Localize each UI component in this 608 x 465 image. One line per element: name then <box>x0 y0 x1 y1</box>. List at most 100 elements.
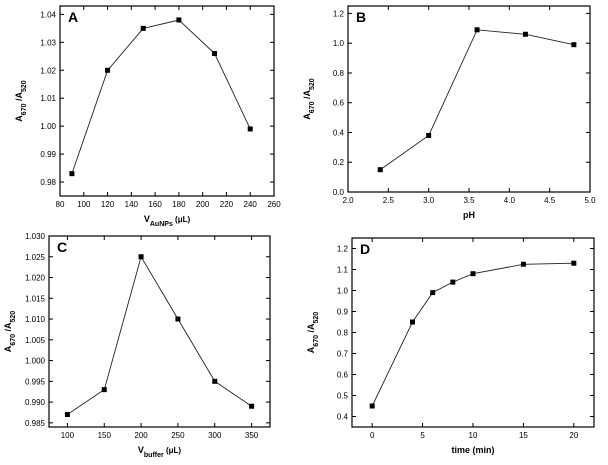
y-axis-label-sub1: 670 <box>21 103 28 115</box>
panel-b: B 2.0 2.5 3.0 3.5 4.0 4.5 5.0 0.0 0.2 0.4 0.6 0.8 1.0… <box>302 5 596 220</box>
y-tick-label: 0.9 <box>337 308 349 317</box>
x-tick-label: 120 <box>101 200 115 209</box>
y-tick-label: 1.1 <box>337 266 349 275</box>
x-axis-label-main: time (min) <box>451 445 494 455</box>
y-axis-label: A670 /A520 <box>306 312 320 353</box>
data-point <box>138 254 144 260</box>
y-axis-label-sub1: 670 <box>309 101 316 113</box>
y-axis-label-mid: /A <box>14 92 24 104</box>
data-point <box>212 378 218 384</box>
y-axis-label-sub1: 670 <box>313 335 320 347</box>
data-point <box>430 290 436 296</box>
y-axis-label-main: A <box>14 115 24 122</box>
y-tick-label: 0.8 <box>337 329 349 338</box>
x-axis-label-main: pH <box>463 210 475 220</box>
y-tick-label: 1.015 <box>25 294 46 303</box>
y-tick-label: 1.03 <box>40 38 56 47</box>
x-tick-label: 350 <box>245 431 259 440</box>
data-point <box>377 167 383 173</box>
x-axis-label: pH <box>463 210 475 220</box>
x-tick-label: 4.5 <box>544 196 556 205</box>
y-tick-label: 0.98 <box>40 178 56 187</box>
data-point <box>105 67 111 73</box>
x-tick-label: 4.0 <box>504 196 516 205</box>
y-axis-label-sub1: 670 <box>10 334 17 346</box>
panel-letter: D <box>360 241 370 257</box>
series-line <box>380 29 574 171</box>
x-tick-label: 260 <box>267 200 281 209</box>
x-tick-label: 200 <box>196 200 210 209</box>
data-point <box>64 412 70 418</box>
series-line <box>71 19 251 174</box>
y-axis-label-main: A <box>306 346 316 353</box>
x-tick-label: 250 <box>171 431 185 440</box>
x-tick-label: 15 <box>519 431 528 440</box>
y-axis-label: A670 /A520 <box>14 80 28 121</box>
data-point <box>175 316 181 322</box>
x-axis-label-unit: (μL) <box>173 215 191 224</box>
x-tick-label: 200 <box>134 431 148 440</box>
y-tick-label: 1.02 <box>40 66 56 75</box>
x-axis-label: VAuNPs (μL) <box>144 214 191 228</box>
y-tick-label: 0.7 <box>337 350 349 359</box>
data-point <box>522 31 528 37</box>
y-tick-label: 0.4 <box>337 413 349 422</box>
y-tick-label: 1.2 <box>333 9 345 18</box>
y-tick-label: 0.6 <box>337 371 349 380</box>
x-tick-label: 150 <box>98 431 112 440</box>
x-tick-label: 180 <box>172 200 186 209</box>
panel-letter: B <box>356 9 366 25</box>
x-tick-label: 3.5 <box>463 196 475 205</box>
data-point <box>212 51 218 56</box>
x-tick-label: 300 <box>208 431 222 440</box>
x-tick-label: 3.0 <box>423 196 435 205</box>
x-tick-label: 5.0 <box>584 196 596 205</box>
data-point <box>470 271 476 277</box>
y-tick-label: 1.000 <box>25 357 46 366</box>
y-tick-label: 1.2 <box>337 245 349 254</box>
x-axis-label-main: V <box>144 214 150 224</box>
x-tick-label: 2.5 <box>383 196 395 205</box>
data-point <box>69 171 75 177</box>
y-axis-label-mid: /A <box>3 322 13 334</box>
x-tick-label: 160 <box>148 200 162 209</box>
x-tick-label: 2.0 <box>342 196 354 205</box>
y-axis-label-sub2: 520 <box>10 311 17 323</box>
data-point <box>571 260 577 266</box>
x-axis-label-sub: AuNPs <box>150 221 173 228</box>
x-tick-label: 0 <box>370 431 375 440</box>
data-point <box>426 132 432 138</box>
x-tick-label: 80 <box>56 200 65 209</box>
x-tick-label: 100 <box>77 200 91 209</box>
panel-letter: A <box>68 9 78 25</box>
x-axis-label-main: V <box>138 445 144 455</box>
plot-frame <box>347 5 591 193</box>
panel-c: C 100 150 200 250 300 350 0.985 0.990 0.995 1.000 1… <box>3 232 271 459</box>
data-point <box>249 403 255 409</box>
y-tick-label: 1.005 <box>25 336 46 345</box>
y-tick-label: 1.04 <box>40 10 56 19</box>
data-point <box>450 279 456 285</box>
x-tick-label: 5 <box>420 431 425 440</box>
y-tick-label: 1.030 <box>25 232 46 241</box>
panel-letter: C <box>57 239 67 255</box>
data-point <box>176 17 182 23</box>
x-axis-label-unit: (μL) <box>164 446 182 455</box>
y-tick-label: 0.8 <box>333 69 345 78</box>
plot-frame <box>48 235 271 428</box>
x-axis-label: Vbuffer (μL) <box>138 445 182 459</box>
y-axis-label: A670 /A520 <box>3 311 17 352</box>
x-axis-label-sub: buffer <box>144 452 164 459</box>
y-tick-label: 1.01 <box>40 94 56 103</box>
y-axis-label-sub2: 520 <box>21 80 28 92</box>
y-axis-label: A670 /A520 <box>302 78 316 119</box>
data-point <box>101 387 107 393</box>
plot-frame <box>351 237 595 428</box>
data-point <box>247 126 253 132</box>
series-line <box>371 262 574 407</box>
y-tick-label: 1.010 <box>25 315 46 324</box>
data-point <box>410 319 415 325</box>
y-tick-label: 0.99 <box>40 150 56 159</box>
plot-frame <box>59 5 275 197</box>
